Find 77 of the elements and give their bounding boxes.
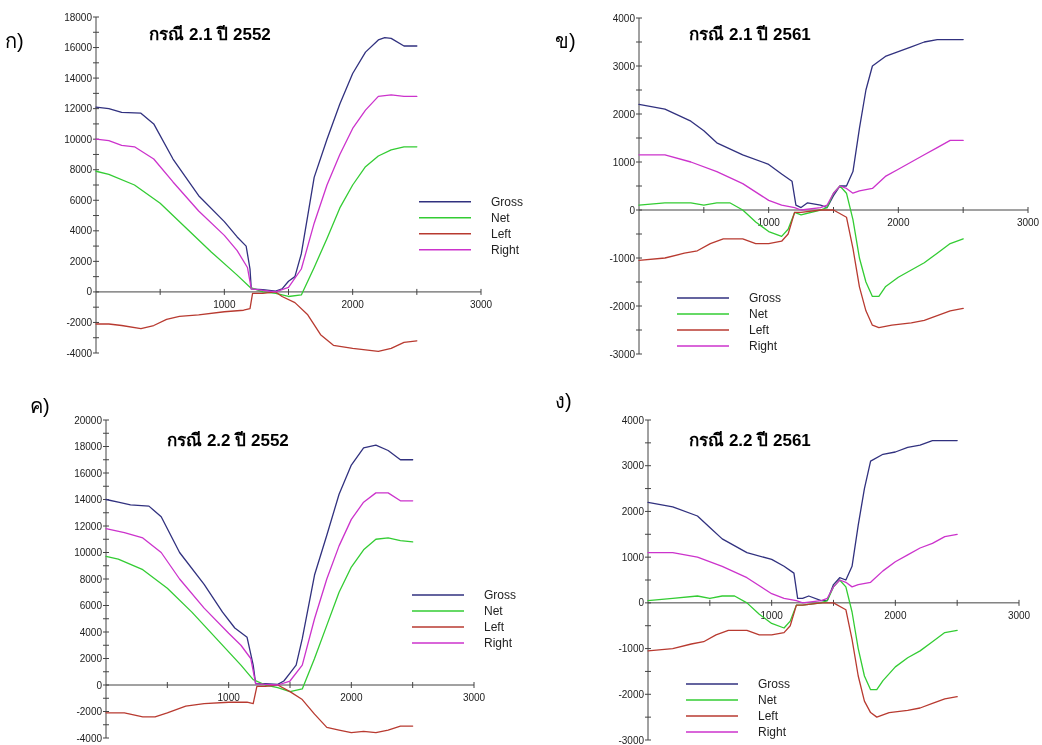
y-tick-label: -3000 [609,348,636,360]
legend-label: Gross [758,677,791,691]
y-tick-label: -2000 [66,316,93,328]
y-tick-label: 12000 [64,103,93,115]
y-tick-label: -1000 [609,252,636,264]
x-tick-label: 3000 [1007,609,1031,621]
y-tick-label: 10000 [74,547,103,558]
legend-label: Gross [484,587,517,602]
x-tick-label: 2000 [341,298,365,310]
y-tick-label: 14000 [64,72,93,84]
y-tick-label: 18000 [64,11,93,23]
y-tick-label: 3000 [612,60,636,72]
y-tick-label: 10000 [64,133,93,145]
y-tick-label: -3000 [618,734,645,745]
y-tick-label: 6000 [69,194,93,206]
x-tick-label: 1000 [213,298,236,310]
x-tick-label: 1000 [757,217,781,228]
legend-label: Gross [749,291,782,305]
legend-label: Net [758,693,778,707]
legend-label: Right [758,725,787,739]
legend-label: Left [491,226,512,241]
x-tick-label: 2000 [884,609,907,621]
legend-label: Net [749,307,769,321]
y-tick-label: 2000 [612,108,636,120]
text: ก) [5,30,24,52]
y-tick-label: 4000 [621,414,645,426]
legend-label: Net [484,603,504,618]
y-tick-label: 18000 [74,441,103,452]
y-tick-label: -2000 [618,688,645,700]
text: ข) [555,30,576,52]
y-tick-label: 4000 [69,225,93,237]
y-tick-label: -1000 [618,643,645,655]
y-tick-label: 1000 [621,551,645,563]
y-tick-label: 6000 [79,600,103,611]
y-tick-label: 0 [86,286,93,298]
y-tick-label: 3000 [621,460,645,472]
x-tick-label: 1000 [217,692,241,703]
y-tick-label: 8000 [69,164,93,176]
x-tick-label: 3000 [1016,217,1040,228]
legend-label: Gross [491,194,524,209]
y-tick-label: 0 [638,597,645,609]
x-tick-label: 2000 [887,217,910,228]
y-tick-label: 16000 [74,467,103,479]
text: กรณี 2.1 ปี 2552 [149,24,271,44]
y-tick-label: 14000 [74,494,103,505]
x-tick-label: 3000 [462,692,486,703]
y-tick-label: 2000 [621,505,645,517]
x-tick-label: 1000 [760,609,784,621]
y-tick-label: 2000 [69,255,93,267]
x-tick-label: 3000 [469,298,493,310]
legend-label: Right [749,339,778,353]
y-tick-label: 0 [629,204,636,216]
y-tick-label: 4000 [612,12,636,24]
y-tick-label: 1000 [612,156,636,168]
text: กรณี 2.2 ปี 2561 [689,430,811,450]
legend-label: Left [484,619,505,634]
y-tick-label: 16000 [64,42,93,54]
text: ค) [30,395,50,417]
chart-title: กรณี 2.1 ปี 2561 [689,24,811,44]
text: กรณี 2.2 ปี 2552 [167,430,289,450]
y-tick-label: -4000 [76,732,103,744]
x-tick-label: 2000 [340,692,363,703]
y-tick-label: 4000 [79,626,103,638]
y-tick-label: -2000 [609,300,636,312]
y-tick-label: 12000 [74,520,103,532]
legend-label: Left [758,709,779,723]
legend-label: Net [491,210,511,225]
legend-label: Left [749,323,770,337]
y-tick-label: 8000 [79,573,103,585]
y-tick-label: -2000 [76,706,103,717]
y-tick-label: 0 [96,679,103,691]
y-tick-label: -4000 [66,347,93,359]
legend-label: Right [484,635,513,650]
legend-label: Right [491,242,520,257]
y-tick-label: 2000 [79,653,103,664]
y-tick-label: 20000 [74,414,103,426]
text: ง) [555,390,572,412]
